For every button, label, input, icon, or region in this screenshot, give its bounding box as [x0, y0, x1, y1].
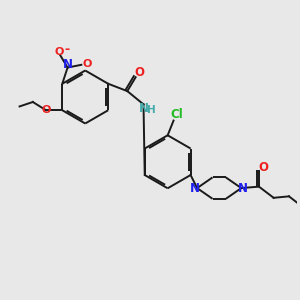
- Text: -: -: [64, 43, 69, 56]
- Text: N: N: [190, 182, 200, 195]
- Text: H: H: [147, 105, 155, 115]
- Text: O: O: [135, 66, 145, 80]
- Text: N: N: [63, 58, 73, 71]
- Text: Cl: Cl: [170, 108, 183, 121]
- Text: O: O: [55, 47, 64, 57]
- Text: N: N: [139, 102, 149, 115]
- Text: O: O: [83, 59, 92, 69]
- Text: N: N: [238, 182, 248, 195]
- Text: O: O: [41, 105, 50, 115]
- Text: O: O: [258, 161, 268, 174]
